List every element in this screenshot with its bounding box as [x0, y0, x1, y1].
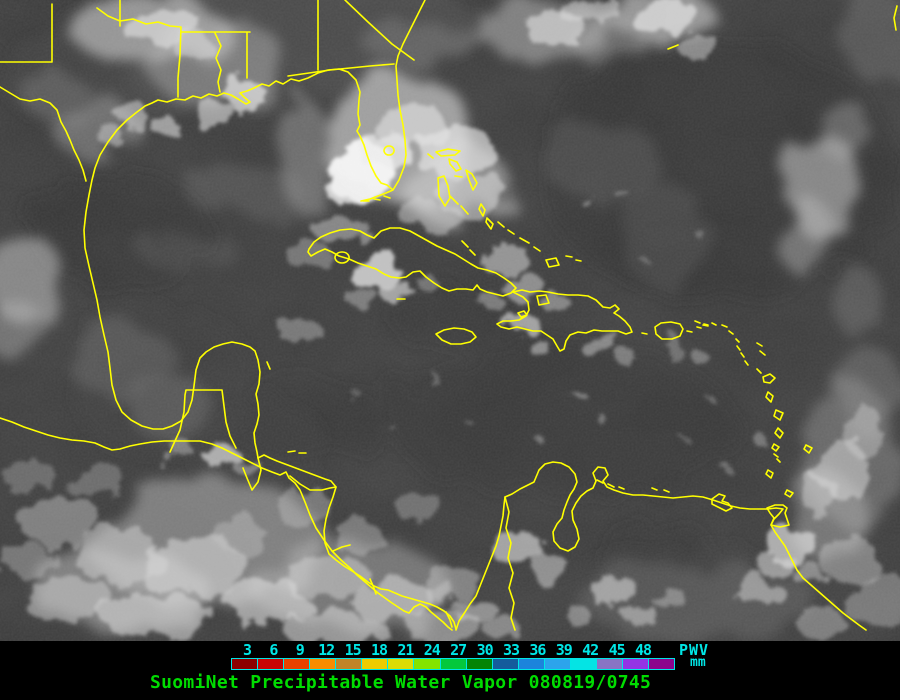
colorbar	[231, 658, 675, 670]
colorbar-segment	[310, 659, 337, 669]
colorbar-tick-label: 30	[476, 641, 494, 659]
colorbar-segment	[258, 659, 285, 669]
colorbar-segment	[362, 659, 389, 669]
coastline-bahamas	[427, 148, 582, 306]
colorbar-tick-label: 18	[370, 641, 388, 659]
coastline-us-state-borders	[0, 0, 415, 98]
colorbar-segment	[570, 659, 597, 669]
coastline-rio-grande-border	[0, 86, 87, 182]
colorbar-segment	[284, 659, 311, 669]
coastline-cuba	[307, 227, 517, 300]
colorbar-unit-title: PWV	[679, 641, 710, 659]
coastline-trinidad	[766, 504, 790, 528]
colorbar-tick-label: 36	[529, 641, 546, 659]
coastline-jamaica	[435, 327, 477, 345]
coastline-us-gulf-and-florida	[83, 0, 457, 630]
coastline-misc-marks	[266, 5, 898, 454]
colorbar-tick-label: 48	[634, 641, 652, 659]
colorbar-tick-label: 33	[502, 641, 520, 659]
colorbar-segment	[336, 659, 363, 669]
colorbar-unit: mm	[690, 655, 706, 670]
colorbar-segment	[232, 659, 259, 669]
coastline-puerto-rico-virgins	[641, 321, 709, 340]
colorbar-segment	[466, 659, 493, 669]
colorbar-tick-label: 12	[318, 641, 335, 659]
colorbar-tick-label: 24	[423, 641, 441, 659]
colorbar-tick-labels: 3 6 9 12 15 18 21 24 27 30 33 36 39 42 45 48	[0, 641, 900, 659]
product-caption: SuomiNet Precipitable Water Vapor 080819…	[150, 672, 652, 693]
colorbar-tick-label: 9	[295, 641, 305, 659]
coastline-pacific-central-america	[0, 417, 453, 631]
colorbar-segment	[414, 659, 441, 669]
satellite-map	[0, 0, 900, 641]
colorbar-tick-label: 42	[582, 641, 599, 659]
legend-panel: 3 6 9 12 15 18 21 24 27 30 33 36 39 42 45 48 PWV mm Suo…	[0, 641, 900, 700]
coastlines-overlay	[0, 0, 898, 631]
colorbar-tick-label: 21	[397, 641, 414, 659]
colorbar-segment	[649, 659, 675, 669]
colorbar-tick-label: 6	[269, 641, 278, 659]
colorbar-segment	[544, 659, 571, 669]
colorbar-tick-label: 39	[555, 641, 573, 659]
colorbar-tick-label: 15	[344, 641, 362, 659]
colorbar-segment	[492, 659, 519, 669]
colorbar-tick-label: 45	[608, 641, 626, 659]
coastline-lake-okeechobee	[383, 145, 395, 156]
coastline-central-america-borders	[169, 389, 453, 628]
coastline-lesser-antilles	[694, 320, 813, 498]
coastline-south-america	[455, 461, 867, 631]
coastline-colombia-venezuela-border	[504, 496, 516, 631]
colorbar-segment	[596, 659, 623, 669]
colorbar-tick-label: 3	[242, 641, 252, 659]
colorbar-tick-label: 27	[450, 641, 467, 659]
colorbar-segment	[622, 659, 649, 669]
colorbar-segment	[388, 659, 415, 669]
fine-grain-texture	[0, 0, 900, 641]
coastline-venezuela-islands	[596, 479, 733, 512]
coastline-hispaniola	[496, 289, 633, 352]
colorbar-segment	[518, 659, 545, 669]
colorbar-segment	[440, 659, 467, 669]
